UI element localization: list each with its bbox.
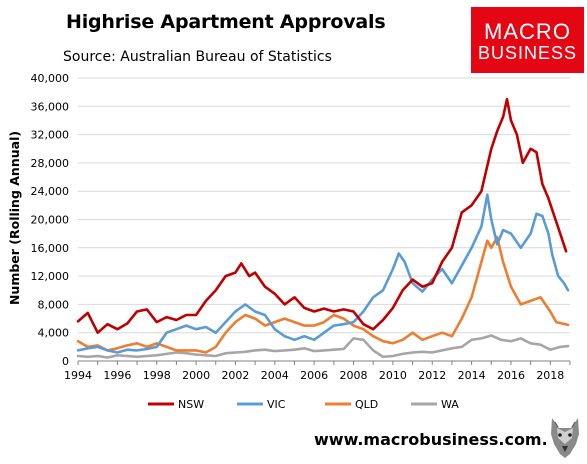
y-tick-label: 20,000 <box>31 214 70 227</box>
series-line-wa <box>76 334 570 359</box>
x-tick-label: 2010 <box>379 369 407 382</box>
y-tick-label: 28,000 <box>31 157 70 170</box>
series-line-nsw <box>76 97 568 335</box>
y-axis-label: Number (Rolling Annual) <box>7 131 22 305</box>
x-tick-label: 1998 <box>143 369 171 382</box>
brand-logo: MACRO BUSINESS <box>471 7 584 73</box>
x-tick-label: 2000 <box>182 369 210 382</box>
series-lines <box>76 97 570 359</box>
legend-label-wa: WA <box>441 398 459 411</box>
x-tick-label: 2014 <box>458 369 486 382</box>
chart-source: Source: Australian Bureau of Statistics <box>63 49 332 65</box>
legend-label-qld: QLD <box>355 398 378 411</box>
y-tick-label: 4,000 <box>38 327 70 340</box>
y-tick-label: 40,000 <box>31 72 70 85</box>
x-tick-label: 1996 <box>103 369 131 382</box>
gridlines <box>78 77 570 334</box>
y-tick-label: 36,000 <box>31 100 70 113</box>
chart-plot: 0 4,000 8,000 12,000 16,000 20,000 24,000 28,00… <box>7 72 571 411</box>
wolf-icon <box>546 414 584 460</box>
x-tick-label: 2012 <box>418 369 446 382</box>
y-tick-label: 16,000 <box>31 242 70 255</box>
x-tick-label: 2002 <box>221 369 249 382</box>
legend-label-vic: VIC <box>267 398 286 411</box>
x-tick-label: 2016 <box>497 369 525 382</box>
y-tick-label: 24,000 <box>31 185 70 198</box>
y-tick-label: 12,000 <box>31 270 70 283</box>
y-tick-label: 8,000 <box>38 298 70 311</box>
axes: 0 4,000 8,000 12,000 16,000 20,000 24,000 28,00… <box>31 72 571 382</box>
x-tick-label: 1994 <box>64 369 92 382</box>
brand-logo-line1: MACRO <box>484 19 571 44</box>
y-tick-label: 32,000 <box>31 129 70 142</box>
x-tick-label: 2006 <box>300 369 328 382</box>
website-url: www.macrobusiness.com.au <box>314 430 570 449</box>
series-line-qld <box>76 235 570 354</box>
y-tick-label: 0 <box>62 355 69 368</box>
series-line-vic <box>76 193 570 354</box>
legend: NSW VIC QLD WA <box>148 398 459 411</box>
x-tick-label: 2004 <box>261 369 289 382</box>
chart-title: Highrise Apartment Approvals <box>66 11 386 33</box>
x-tick-label: 2008 <box>340 369 368 382</box>
legend-label-nsw: NSW <box>178 398 204 411</box>
x-tick-label: 2018 <box>536 369 564 382</box>
brand-logo-line2: BUSINESS <box>477 43 578 63</box>
